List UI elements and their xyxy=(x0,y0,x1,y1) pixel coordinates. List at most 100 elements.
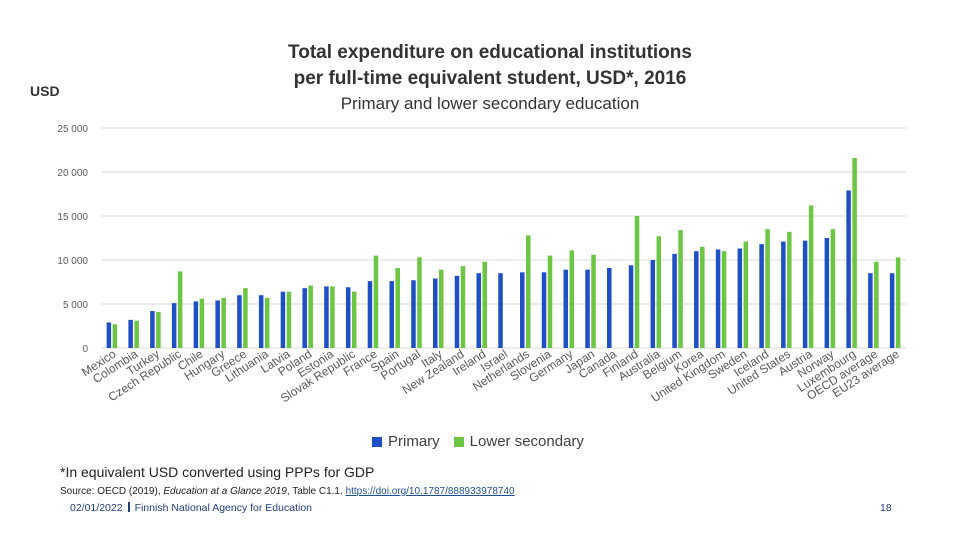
bar-primary xyxy=(759,244,764,348)
bar-lower-secondary xyxy=(852,157,857,348)
bar-primary xyxy=(672,253,677,348)
bar-primary xyxy=(781,241,786,348)
chart-title-line-2: per full-time equivalent student, USD*, … xyxy=(293,68,687,89)
chart-subtitle: Primary and lower secondary education xyxy=(340,94,640,113)
y-tick-label: 15 000 xyxy=(57,212,88,223)
legend-swatch-primary xyxy=(372,436,382,447)
bar-primary xyxy=(628,265,634,348)
bar-primary xyxy=(520,272,525,348)
bar-primary xyxy=(302,288,307,348)
bar-primary xyxy=(563,269,569,348)
bar-lower-secondary xyxy=(591,254,596,348)
bar-lower-secondary xyxy=(156,311,161,348)
bar-primary xyxy=(128,319,133,348)
bar-primary xyxy=(715,249,721,348)
bar-lower-secondary xyxy=(308,285,313,348)
bar-primary xyxy=(106,322,112,348)
bar-lower-secondary xyxy=(134,320,139,348)
footnote: *In equivalent USD converted using PPPs … xyxy=(60,464,375,480)
bar-lower-secondary xyxy=(482,261,487,348)
chart-title-line-1: Total expenditure on educational institu… xyxy=(288,42,692,63)
bar-lower-secondary xyxy=(330,286,335,348)
source-prefix: Source: OECD (2019), xyxy=(60,486,164,497)
bar-lower-secondary xyxy=(351,291,357,348)
bar-primary xyxy=(607,267,612,348)
bar-primary xyxy=(824,238,830,348)
bar-lower-secondary xyxy=(656,236,662,348)
bar-lower-secondary xyxy=(526,235,531,348)
bar-primary xyxy=(432,278,438,348)
bar-lower-secondary xyxy=(112,324,118,348)
bar-lower-secondary xyxy=(874,261,879,348)
bar-primary xyxy=(237,295,242,348)
footer-separator xyxy=(127,502,130,512)
bar-lower-secondary xyxy=(199,298,205,348)
bar-lower-secondary xyxy=(678,230,683,348)
bar-lower-secondary xyxy=(830,229,836,348)
bar-primary xyxy=(541,272,547,348)
bar-lower-secondary xyxy=(743,241,749,348)
y-tick-label: 20 000 xyxy=(57,168,88,179)
y-tick-label: 0 xyxy=(82,344,88,355)
source-table: , Table C1.1. xyxy=(286,486,346,497)
bar-lower-secondary xyxy=(547,255,553,348)
y-tick-label: 10 000 xyxy=(57,256,88,267)
legend-label-primary: Primary xyxy=(388,433,440,450)
bar-lower-secondary xyxy=(634,216,640,348)
bar-primary xyxy=(868,273,873,348)
bar-lower-secondary xyxy=(177,271,183,348)
legend-item-lower-secondary: Lower secondary xyxy=(453,433,584,450)
bar-primary xyxy=(411,280,416,348)
bar-lower-secondary xyxy=(373,255,379,348)
bar-primary xyxy=(454,275,460,348)
bar-primary xyxy=(171,303,177,348)
bar-primary xyxy=(694,251,699,348)
bar-primary xyxy=(345,287,351,348)
bar-lower-secondary xyxy=(221,297,226,348)
bar-lower-secondary xyxy=(765,229,770,348)
bar-lower-secondary xyxy=(286,291,292,348)
bar-lower-secondary xyxy=(460,266,466,348)
bar-lower-secondary xyxy=(569,250,575,348)
bar-primary xyxy=(280,291,286,348)
bar-primary xyxy=(324,286,329,348)
source-link[interactable]: https://doi.org/10.1787/888933978740 xyxy=(345,486,515,497)
bar-primary xyxy=(585,269,590,348)
bar-lower-secondary xyxy=(895,257,901,348)
page-number: 18 xyxy=(880,502,892,514)
footer-organization: Finnish National Agency for Education xyxy=(134,502,313,514)
bar-primary xyxy=(498,273,503,348)
chart-legend: Primary Lower secondary xyxy=(372,433,598,450)
legend-label-lower-secondary: Lower secondary xyxy=(469,433,584,450)
footer-date: 02/01/2022 xyxy=(70,502,123,514)
bar-primary xyxy=(150,311,155,348)
bar-lower-secondary xyxy=(438,269,444,348)
bar-primary xyxy=(215,300,220,348)
bar-lower-secondary xyxy=(808,205,814,348)
footer: 02/01/2022 Finnish National Agency for Ed… xyxy=(70,502,312,514)
bar-primary xyxy=(737,248,743,348)
bar-primary xyxy=(889,273,895,348)
bar-primary xyxy=(258,295,264,348)
bar-primary xyxy=(846,190,851,348)
legend-item-primary: Primary xyxy=(372,433,440,450)
bar-lower-secondary xyxy=(417,257,422,348)
bar-lower-secondary xyxy=(787,231,792,348)
legend-swatch-lower-secondary xyxy=(453,436,464,447)
source-publication: Education at a Glance 2019 xyxy=(163,486,287,497)
bar-primary xyxy=(802,240,808,348)
y-tick-label: 5 000 xyxy=(63,300,88,311)
bar-lower-secondary xyxy=(395,267,400,348)
bar-lower-secondary xyxy=(243,288,248,348)
bar-primary xyxy=(367,281,373,348)
bar-primary xyxy=(476,273,481,348)
bar-lower-secondary xyxy=(721,251,727,348)
bar-lower-secondary xyxy=(264,297,270,348)
chart-title: Total expenditure on educational institu… xyxy=(190,40,790,92)
bar-primary xyxy=(650,260,656,348)
bar-lower-secondary xyxy=(700,246,705,348)
y-tick-label: 25 000 xyxy=(57,124,88,135)
source-citation: Source: OECD (2019), Education at a Glan… xyxy=(60,486,515,497)
bar-primary xyxy=(389,281,394,348)
